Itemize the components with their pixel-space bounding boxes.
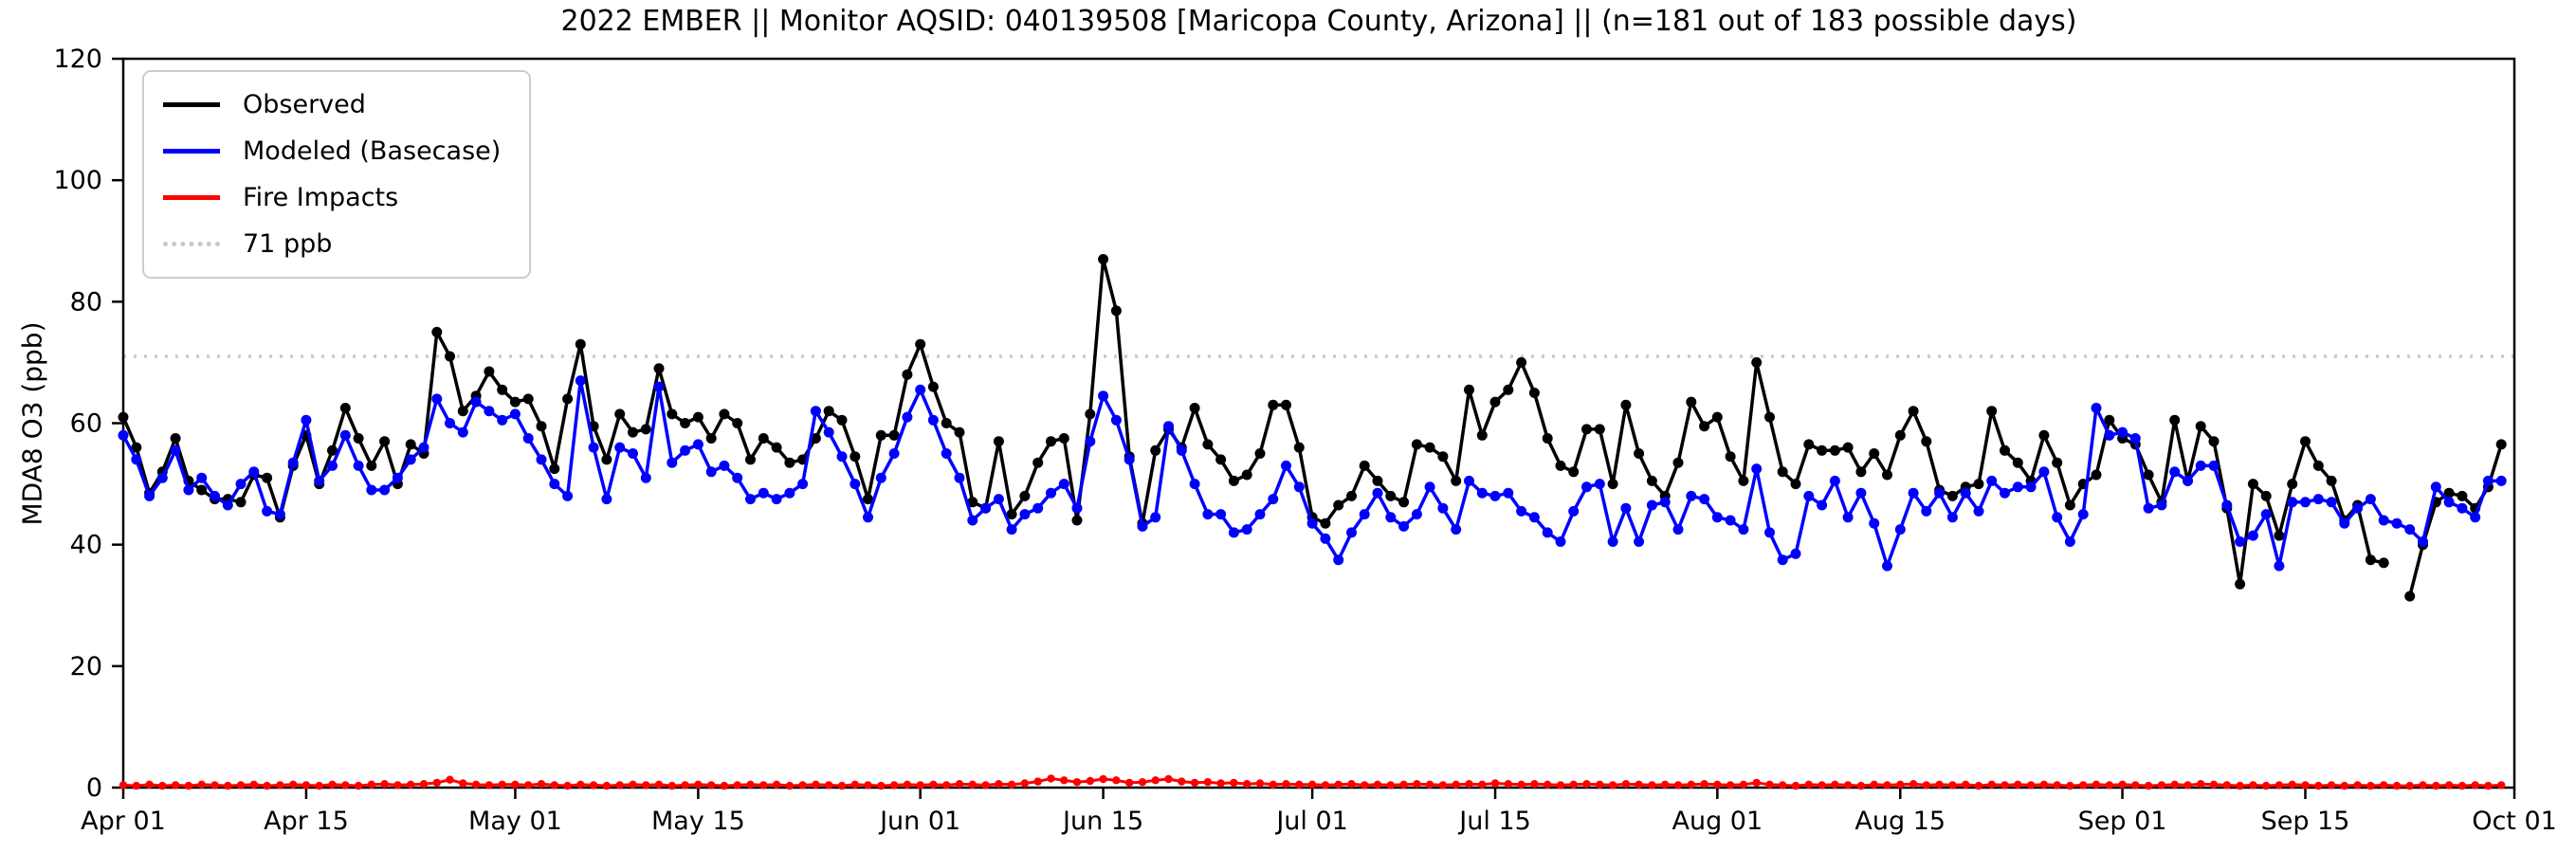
x-tick-label: Jul 15 bbox=[1457, 807, 1531, 836]
fire-impacts-line bbox=[119, 774, 2506, 790]
fire-impacts-line-swatch bbox=[163, 195, 220, 200]
y-tick-label: 60 bbox=[70, 409, 102, 439]
x-tick-label: Apr 15 bbox=[264, 807, 349, 836]
x-tick-label: Sep 01 bbox=[2078, 807, 2167, 836]
x-tick-label: Jun 01 bbox=[878, 807, 960, 836]
y-tick-label: 100 bbox=[53, 166, 102, 195]
legend-label: Modeled (Basecase) bbox=[243, 136, 502, 166]
y-tick-label: 80 bbox=[70, 287, 102, 317]
x-tick-label: Jul 01 bbox=[1274, 807, 1348, 836]
x-tick-label: Apr 01 bbox=[81, 807, 166, 836]
legend-item-fire-impacts: Fire Impacts bbox=[163, 182, 501, 213]
y-axis: 0 20 40 60 80 100 120 bbox=[53, 45, 123, 803]
modeled-basecase-line bbox=[118, 375, 2507, 572]
y-tick-label: 120 bbox=[53, 45, 102, 74]
x-tick-label: Jun 15 bbox=[1061, 807, 1143, 836]
legend-label: Observed bbox=[243, 90, 366, 119]
legend-item-threshold: 71 ppb bbox=[163, 228, 501, 260]
observed-line bbox=[118, 254, 2507, 602]
legend: Observed Modeled (Basecase) Fire Impacts… bbox=[142, 70, 532, 279]
y-tick-label: 40 bbox=[70, 531, 102, 560]
x-axis: Apr 01 Apr 15 May 01 May 15 Jun 01 Jun 15 Jul … bbox=[81, 788, 2557, 836]
x-tick-label: May 01 bbox=[468, 807, 562, 836]
legend-item-modeled: Modeled (Basecase) bbox=[163, 136, 501, 167]
x-tick-label: Aug 01 bbox=[1672, 807, 1763, 836]
legend-label: 71 ppb bbox=[243, 229, 333, 259]
chart-title: 2022 EMBER || Monitor AQSID: 040139508 [… bbox=[560, 5, 2077, 38]
observed-line-swatch bbox=[163, 102, 220, 107]
y-tick-label: 20 bbox=[70, 652, 102, 681]
legend-label: Fire Impacts bbox=[243, 183, 399, 212]
legend-item-observed: Observed bbox=[163, 89, 501, 120]
x-tick-label: Oct 01 bbox=[2472, 807, 2557, 836]
modeled-line-swatch bbox=[163, 149, 220, 154]
x-tick-label: Aug 15 bbox=[1854, 807, 1946, 836]
threshold-line-swatch bbox=[163, 242, 220, 246]
x-tick-label: May 15 bbox=[651, 807, 745, 836]
x-tick-label: Sep 15 bbox=[2261, 807, 2350, 836]
y-tick-label: 0 bbox=[86, 773, 102, 803]
